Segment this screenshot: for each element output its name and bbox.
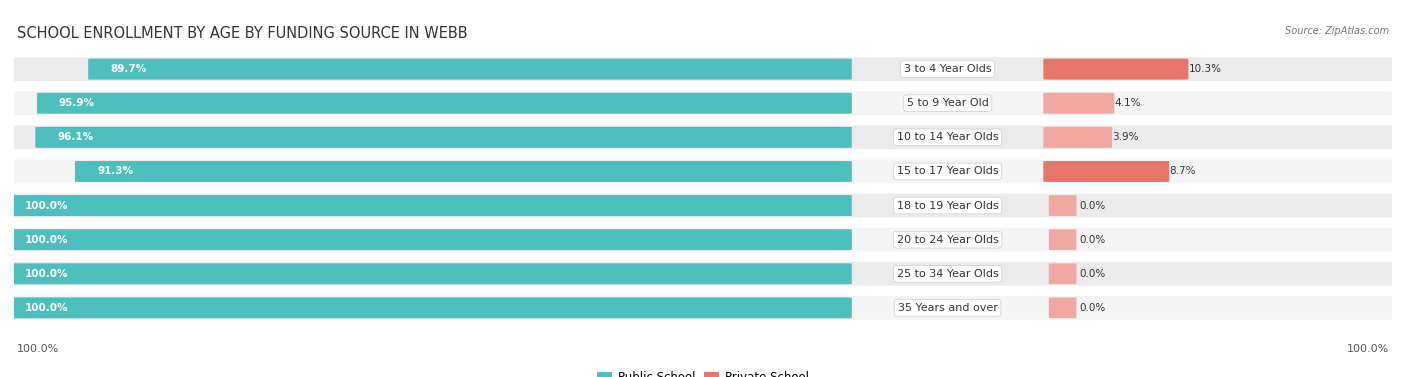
FancyBboxPatch shape — [3, 195, 852, 216]
Text: 18 to 19 Year Olds: 18 to 19 Year Olds — [897, 201, 998, 211]
FancyBboxPatch shape — [1049, 297, 1077, 318]
Text: 20 to 24 Year Olds: 20 to 24 Year Olds — [897, 234, 998, 245]
FancyBboxPatch shape — [1043, 161, 1170, 182]
Text: 100.0%: 100.0% — [1347, 344, 1389, 354]
Text: 100.0%: 100.0% — [25, 201, 69, 211]
Text: 95.9%: 95.9% — [59, 98, 96, 108]
Text: 10.3%: 10.3% — [1188, 64, 1222, 74]
FancyBboxPatch shape — [37, 93, 852, 114]
Text: 5 to 9 Year Old: 5 to 9 Year Old — [907, 98, 988, 108]
FancyBboxPatch shape — [10, 91, 1396, 115]
Text: 0.0%: 0.0% — [1080, 269, 1105, 279]
Text: 96.1%: 96.1% — [58, 132, 93, 143]
Text: 100.0%: 100.0% — [25, 269, 69, 279]
Text: 89.7%: 89.7% — [110, 64, 146, 74]
Text: Source: ZipAtlas.com: Source: ZipAtlas.com — [1285, 26, 1389, 37]
FancyBboxPatch shape — [10, 262, 1396, 286]
FancyBboxPatch shape — [3, 263, 852, 284]
Text: 0.0%: 0.0% — [1080, 201, 1105, 211]
FancyBboxPatch shape — [89, 58, 852, 80]
Text: 15 to 17 Year Olds: 15 to 17 Year Olds — [897, 166, 998, 176]
Text: 100.0%: 100.0% — [25, 234, 69, 245]
FancyBboxPatch shape — [1049, 195, 1077, 216]
Text: 0.0%: 0.0% — [1080, 234, 1105, 245]
FancyBboxPatch shape — [10, 57, 1396, 81]
FancyBboxPatch shape — [75, 161, 852, 182]
FancyBboxPatch shape — [1049, 264, 1077, 284]
Text: 35 Years and over: 35 Years and over — [897, 303, 997, 313]
FancyBboxPatch shape — [1049, 229, 1077, 250]
Legend: Public School, Private School: Public School, Private School — [593, 366, 813, 377]
FancyBboxPatch shape — [10, 194, 1396, 218]
FancyBboxPatch shape — [3, 297, 852, 319]
FancyBboxPatch shape — [1043, 93, 1115, 114]
FancyBboxPatch shape — [10, 159, 1396, 183]
Text: 4.1%: 4.1% — [1115, 98, 1140, 108]
Text: 8.7%: 8.7% — [1170, 166, 1195, 176]
Text: 100.0%: 100.0% — [17, 344, 59, 354]
FancyBboxPatch shape — [3, 229, 852, 250]
FancyBboxPatch shape — [1043, 58, 1188, 80]
Text: 3.9%: 3.9% — [1112, 132, 1139, 143]
FancyBboxPatch shape — [10, 296, 1396, 320]
Text: 3 to 4 Year Olds: 3 to 4 Year Olds — [904, 64, 991, 74]
FancyBboxPatch shape — [1043, 127, 1112, 148]
Text: 100.0%: 100.0% — [25, 303, 69, 313]
Text: 0.0%: 0.0% — [1080, 303, 1105, 313]
Text: 91.3%: 91.3% — [97, 166, 134, 176]
FancyBboxPatch shape — [35, 127, 852, 148]
Text: 25 to 34 Year Olds: 25 to 34 Year Olds — [897, 269, 998, 279]
FancyBboxPatch shape — [10, 126, 1396, 149]
Text: SCHOOL ENROLLMENT BY AGE BY FUNDING SOURCE IN WEBB: SCHOOL ENROLLMENT BY AGE BY FUNDING SOUR… — [17, 26, 468, 41]
Text: 10 to 14 Year Olds: 10 to 14 Year Olds — [897, 132, 998, 143]
FancyBboxPatch shape — [10, 228, 1396, 251]
